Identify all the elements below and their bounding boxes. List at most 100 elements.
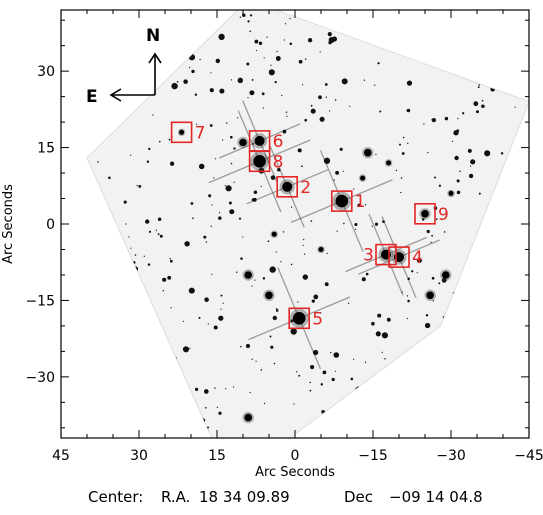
faint-star [500, 152, 504, 155]
faint-star [239, 16, 242, 18]
faint-star [72, 394, 75, 397]
faint-star [456, 179, 460, 183]
faint-star [65, 217, 66, 218]
faint-star [285, 111, 288, 113]
faint-star [218, 315, 224, 321]
faint-star [184, 37, 186, 39]
faint-star [431, 118, 436, 123]
faint-star [461, 348, 467, 354]
faint-star [371, 321, 375, 326]
faint-star [169, 259, 173, 263]
faint-star [501, 375, 504, 378]
faint-star [392, 366, 398, 372]
center-coordinates-caption: Center: R.A. 18 34 09.89 Dec −09 14 04.8 [0, 484, 543, 510]
bright-star [421, 210, 429, 218]
faint-star [218, 411, 222, 415]
faint-star [312, 349, 319, 356]
faint-star [102, 202, 104, 205]
faint-star [184, 241, 190, 247]
faint-star [230, 79, 233, 81]
faint-star [161, 335, 164, 337]
faint-star [381, 351, 383, 354]
faint-star [379, 110, 382, 113]
faint-star [319, 116, 325, 122]
faint-star [101, 201, 104, 204]
faint-star [152, 114, 154, 116]
faint-star [297, 301, 299, 303]
faint-star [304, 118, 308, 122]
faint-star [247, 97, 249, 99]
faint-star [128, 236, 130, 238]
faint-star [238, 217, 242, 220]
faint-star [455, 396, 462, 403]
marker-5: 5 [288, 307, 323, 329]
faint-star [313, 294, 319, 300]
faint-star [229, 209, 235, 215]
marker-8: 8 [248, 150, 283, 172]
faint-star [364, 361, 367, 363]
faint-star [397, 394, 400, 396]
caption-center-label: Center: [88, 488, 144, 506]
faint-star [336, 230, 338, 232]
faint-star [124, 400, 127, 402]
faint-star [158, 51, 160, 53]
faint-star [252, 143, 254, 145]
faint-star [260, 369, 263, 371]
faint-star [251, 285, 253, 287]
faint-star [402, 136, 405, 139]
faint-star [190, 202, 194, 205]
star-markers: 1 2 3 4 5 6 7 8 9 [170, 121, 449, 329]
faint-star [155, 229, 158, 231]
faint-star [505, 42, 509, 45]
faint-star [471, 416, 473, 418]
x-tick-label: 0 [291, 448, 300, 464]
faint-star [472, 16, 479, 23]
faint-star [198, 163, 205, 170]
faint-star [451, 140, 454, 143]
marker-label: 4 [412, 248, 423, 268]
marker-1: 1 [330, 190, 366, 212]
faint-star [270, 345, 274, 349]
faint-star [393, 415, 396, 417]
faint-star [146, 160, 150, 163]
faint-star [171, 82, 178, 90]
x-tick-label: 45 [52, 448, 70, 464]
faint-star [479, 406, 482, 409]
faint-star [220, 294, 223, 297]
faint-star [104, 409, 107, 411]
faint-star [276, 50, 278, 53]
faint-star [195, 123, 198, 125]
faint-star [126, 387, 129, 390]
faint-star [293, 403, 295, 405]
faint-star [395, 169, 398, 172]
faint-star [289, 42, 293, 45]
faint-star [480, 405, 484, 409]
bright-star [364, 148, 372, 157]
faint-star [216, 406, 218, 409]
faint-star [503, 395, 510, 402]
faint-star [438, 184, 442, 187]
faint-star [136, 184, 138, 187]
x-tick-label: −30 [436, 448, 466, 464]
faint-star [174, 406, 176, 408]
faint-star [210, 225, 212, 227]
faint-star [273, 362, 276, 365]
faint-star [434, 176, 437, 179]
faint-star [431, 276, 435, 280]
faint-star [522, 377, 525, 380]
bright-star [442, 271, 450, 279]
faint-star [157, 217, 162, 221]
faint-star [502, 172, 504, 174]
marker-box [330, 190, 353, 212]
faint-star [400, 177, 403, 179]
faint-star [462, 112, 465, 115]
faint-star [469, 165, 472, 167]
faint-star [104, 119, 110, 126]
faint-star [130, 154, 132, 156]
y-tick-label: 15 [37, 141, 55, 157]
faint-star [280, 261, 282, 263]
faint-star [457, 367, 462, 373]
faint-star [254, 39, 259, 44]
faint-star [136, 70, 143, 77]
faint-star [450, 426, 452, 428]
